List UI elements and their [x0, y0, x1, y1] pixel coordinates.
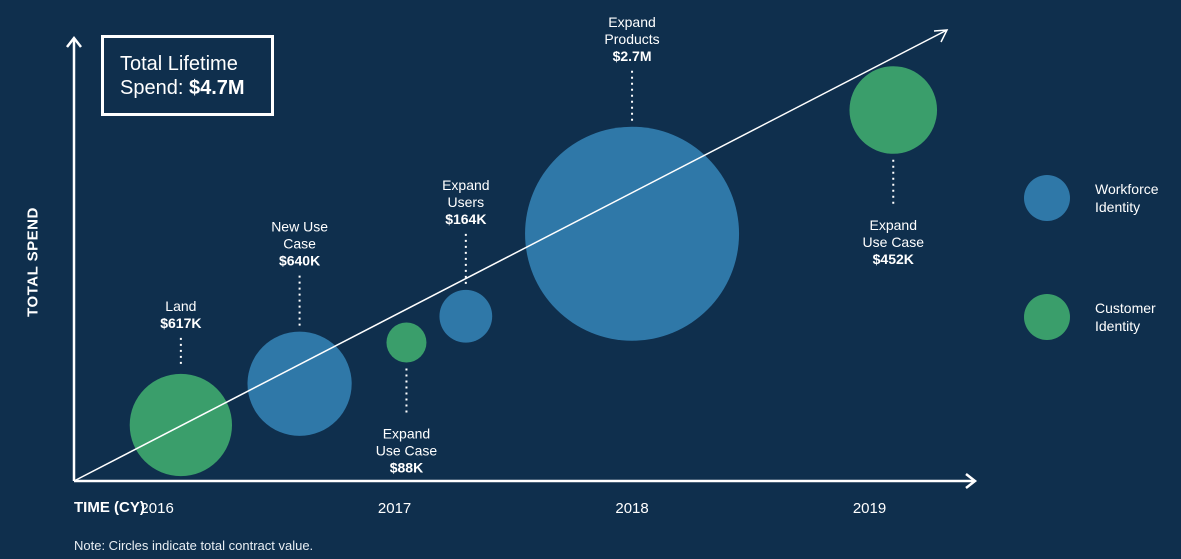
- bubble-2: [386, 322, 427, 363]
- bubble-value-3: $164K: [445, 211, 486, 227]
- legend-label-workforce: Workforce Identity: [1095, 181, 1159, 215]
- x-tick-2019: 2019: [853, 500, 886, 517]
- x-axis-label: TIME (CY): [74, 499, 145, 516]
- bubble-label-4-0: Expand: [608, 14, 655, 30]
- footnote: Note: Circles indicate total contract va…: [74, 538, 314, 553]
- total-label-prefix: Spend:: [120, 77, 189, 99]
- bubble-label-3-1: Users: [448, 194, 485, 210]
- trend-line: [73, 29, 948, 482]
- legend-swatch-workforce: [1024, 175, 1070, 221]
- x-tick-2016: 2016: [140, 500, 173, 517]
- trend: [73, 29, 949, 482]
- bubble-value-4: $2.7M: [613, 48, 652, 64]
- bubble-label-2-0: Expand: [383, 426, 430, 442]
- axes: [66, 35, 978, 489]
- x-tick-2018: 2018: [615, 500, 648, 517]
- bubble-1: [247, 331, 352, 436]
- bubble-value-2: $88K: [390, 460, 423, 476]
- bubble-label-5-0: Expand: [870, 217, 917, 233]
- trend-arrow-icon: [933, 29, 949, 43]
- x-axis-arrow-icon: [965, 473, 978, 489]
- x-ticks: 2016 2017 2018 2019: [140, 500, 886, 517]
- bubble-label-5-1: Use Case: [863, 234, 925, 250]
- bubble-label-1-0: New Use: [271, 219, 328, 235]
- x-tick-2017: 2017: [378, 500, 411, 517]
- bubble-3: [439, 289, 493, 343]
- bubble-label-0-0: Land: [165, 298, 196, 314]
- total-value: $4.7M: [188, 77, 245, 99]
- bubble-label-4-1: Products: [604, 31, 659, 47]
- y-axis-arrow-icon: [66, 35, 82, 48]
- bubble-value-5: $452K: [873, 251, 914, 267]
- bubble-label-1-1: Case: [283, 236, 316, 252]
- bubble-label-3-0: Expand: [442, 177, 489, 193]
- total-lifetime-spend-box: Total Lifetime Spend: $4.7M: [101, 35, 274, 116]
- legend-label-customer: Customer Identity: [1095, 300, 1156, 334]
- bubbles: [129, 66, 938, 477]
- total-label-line1: Total Lifetime: [120, 53, 238, 75]
- y-axis-label-text: TOTAL SPEND: [24, 207, 42, 317]
- bubble-value-0: $617K: [160, 315, 201, 331]
- total-label-line2: Spend: $4.7M: [120, 76, 271, 100]
- legend-item-workforce: Workforce Identity: [1024, 175, 1181, 221]
- legend-swatch-customer: [1024, 294, 1070, 340]
- bubble-value-1: $640K: [279, 253, 320, 269]
- legend-item-customer: Customer Identity: [1024, 294, 1181, 340]
- bubble-4: [525, 126, 740, 341]
- bubble-label-2-1: Use Case: [376, 443, 438, 459]
- bubble-5: [849, 66, 938, 154]
